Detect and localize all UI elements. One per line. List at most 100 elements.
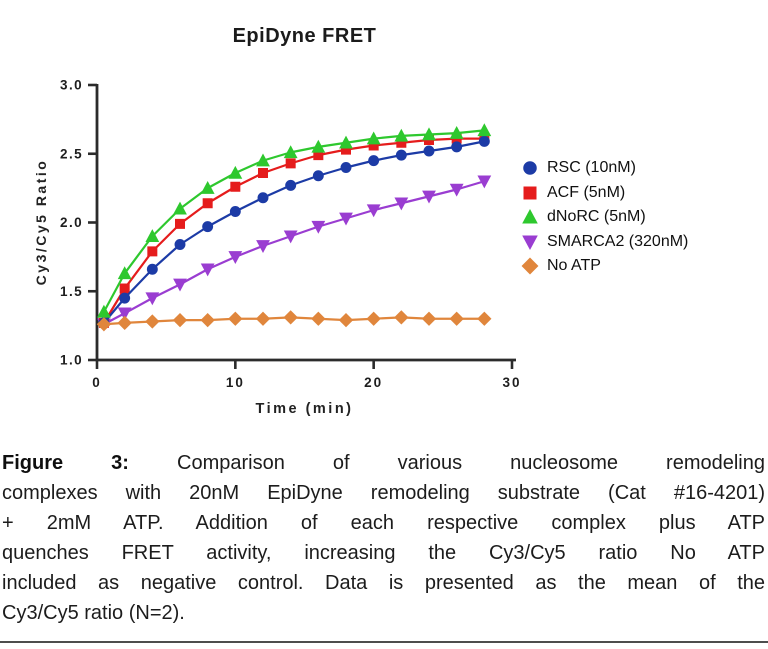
triangle-up-marker bbox=[200, 180, 215, 194]
square-marker-icon bbox=[523, 186, 537, 200]
triangle-down-marker bbox=[394, 197, 409, 211]
triangle-down-marker bbox=[311, 220, 326, 234]
triangle-down-marker bbox=[173, 278, 187, 292]
triangle-down-marker bbox=[366, 204, 381, 218]
diamond-marker bbox=[449, 311, 464, 326]
triangle-down-marker bbox=[200, 263, 215, 277]
y-tick-label: 1.0 bbox=[60, 353, 83, 368]
diamond-marker bbox=[521, 257, 539, 275]
triangle-up-marker bbox=[366, 131, 381, 145]
legend-label: SMARCA2 (320nM) bbox=[547, 232, 689, 250]
diamond-marker bbox=[145, 314, 160, 329]
square-marker bbox=[396, 137, 407, 148]
square-marker bbox=[313, 150, 324, 161]
triangle-down-marker-icon bbox=[522, 235, 538, 250]
diamond-marker bbox=[421, 311, 437, 326]
legend-item-dnorc-5nm: dNoRC (5nM) bbox=[521, 205, 688, 230]
triangle-down-marker bbox=[228, 251, 243, 265]
circle-marker-icon bbox=[523, 161, 537, 176]
square-marker bbox=[119, 283, 130, 294]
diamond-marker bbox=[255, 311, 271, 326]
diamond-marker bbox=[338, 312, 354, 328]
caption-line: + 2mM ATP. Addition of each respective c… bbox=[2, 512, 765, 534]
circle-marker bbox=[285, 179, 297, 191]
caption-lead: Figure 3: bbox=[2, 452, 129, 474]
triangle-up-marker bbox=[283, 145, 298, 159]
chart-legend: RSC (10nM) ACF (5nM) dNoRC (5nM) SMARCA2 (3… bbox=[521, 156, 688, 279]
circle-marker bbox=[523, 161, 537, 176]
caption-line: quenches FRET activity, increasing the C… bbox=[2, 542, 765, 564]
triangle-up-marker bbox=[228, 165, 243, 179]
triangle-up-marker bbox=[173, 201, 187, 215]
diamond-marker bbox=[283, 310, 298, 325]
x-tick-label: 30 bbox=[502, 375, 521, 390]
triangle-down-marker bbox=[339, 212, 353, 226]
y-tick-label: 2.5 bbox=[60, 146, 83, 161]
square-marker bbox=[175, 218, 185, 229]
diamond-marker bbox=[172, 312, 188, 328]
circle-marker bbox=[395, 149, 407, 161]
legend-item-acf-5nm: ACF (5nM) bbox=[521, 181, 688, 206]
chart-title: EpiDyne FRET bbox=[232, 25, 377, 47]
triangle-up-marker bbox=[522, 209, 538, 224]
caption-line: Figure 3: Comparison of various nucleoso… bbox=[2, 452, 765, 474]
circle-marker bbox=[174, 239, 186, 250]
triangle-down-marker bbox=[449, 183, 464, 197]
caption-line: included as negative control. Data is pr… bbox=[2, 572, 765, 594]
triangle-up-marker bbox=[477, 123, 492, 137]
caption-line: Cy3/Cy5 ratio (N=2). bbox=[2, 602, 185, 624]
circle-marker bbox=[478, 135, 490, 147]
circle-marker bbox=[340, 162, 352, 173]
square-marker bbox=[230, 181, 241, 192]
circle-marker bbox=[257, 192, 269, 204]
triangle-up-marker bbox=[256, 153, 270, 167]
series-dnorc-5nm bbox=[97, 123, 492, 318]
triangle-up-marker bbox=[145, 229, 160, 242]
diamond-marker-icon bbox=[521, 257, 539, 275]
diamond-marker bbox=[117, 315, 132, 331]
legend-item-smarca2-320nm: SMARCA2 (320nM) bbox=[521, 230, 688, 255]
square-marker bbox=[147, 246, 158, 257]
circle-marker bbox=[423, 145, 435, 157]
series-no-atp bbox=[96, 310, 492, 332]
x-axis-label: Time (min) bbox=[255, 401, 354, 417]
triangle-up-marker bbox=[422, 127, 436, 141]
diamond-marker bbox=[228, 311, 243, 326]
x-tick-label: 20 bbox=[364, 375, 383, 390]
square-marker bbox=[258, 168, 268, 178]
diamond-marker bbox=[394, 310, 409, 325]
circle-marker bbox=[146, 263, 158, 275]
circle-marker bbox=[202, 221, 214, 233]
square-marker bbox=[341, 144, 351, 155]
caption-line: complexes with 20nM EpiDyne remodeling s… bbox=[2, 482, 765, 504]
legend-item-rsc-10nm: RSC (10nM) bbox=[521, 156, 688, 181]
square-marker bbox=[285, 158, 296, 169]
y-tick-label: 1.5 bbox=[60, 284, 83, 299]
legend-label: dNoRC (5nM) bbox=[547, 208, 646, 226]
y-tick-label: 3.0 bbox=[60, 78, 83, 93]
diamond-marker bbox=[96, 317, 112, 332]
triangle-up-marker-icon bbox=[522, 209, 538, 224]
circle-marker bbox=[119, 292, 131, 304]
series-acf-5nm bbox=[98, 133, 490, 328]
triangle-up-marker bbox=[339, 135, 353, 149]
bottom-divider bbox=[0, 641, 768, 643]
circle-marker bbox=[229, 206, 241, 217]
square-marker bbox=[523, 186, 537, 200]
triangle-down-marker bbox=[477, 175, 492, 189]
x-tick-label: 10 bbox=[226, 375, 245, 390]
diamond-marker bbox=[477, 311, 492, 326]
triangle-down-marker bbox=[256, 240, 270, 254]
legend-item-no-atp: No ATP bbox=[521, 254, 688, 279]
circle-marker bbox=[451, 141, 463, 153]
triangle-up-marker bbox=[311, 139, 326, 153]
triangle-up-marker bbox=[117, 266, 132, 280]
legend-label: ACF (5nM) bbox=[547, 183, 626, 201]
square-marker bbox=[202, 198, 213, 209]
triangle-down-marker bbox=[145, 292, 160, 306]
triangle-up-marker bbox=[97, 304, 111, 318]
x-tick-label: 0 bbox=[92, 375, 102, 390]
plot-area: 1.0 1.5 2.0 2.5 3.0 0 10 20 30 bbox=[60, 78, 521, 391]
y-tick-label: 2.0 bbox=[60, 215, 83, 230]
